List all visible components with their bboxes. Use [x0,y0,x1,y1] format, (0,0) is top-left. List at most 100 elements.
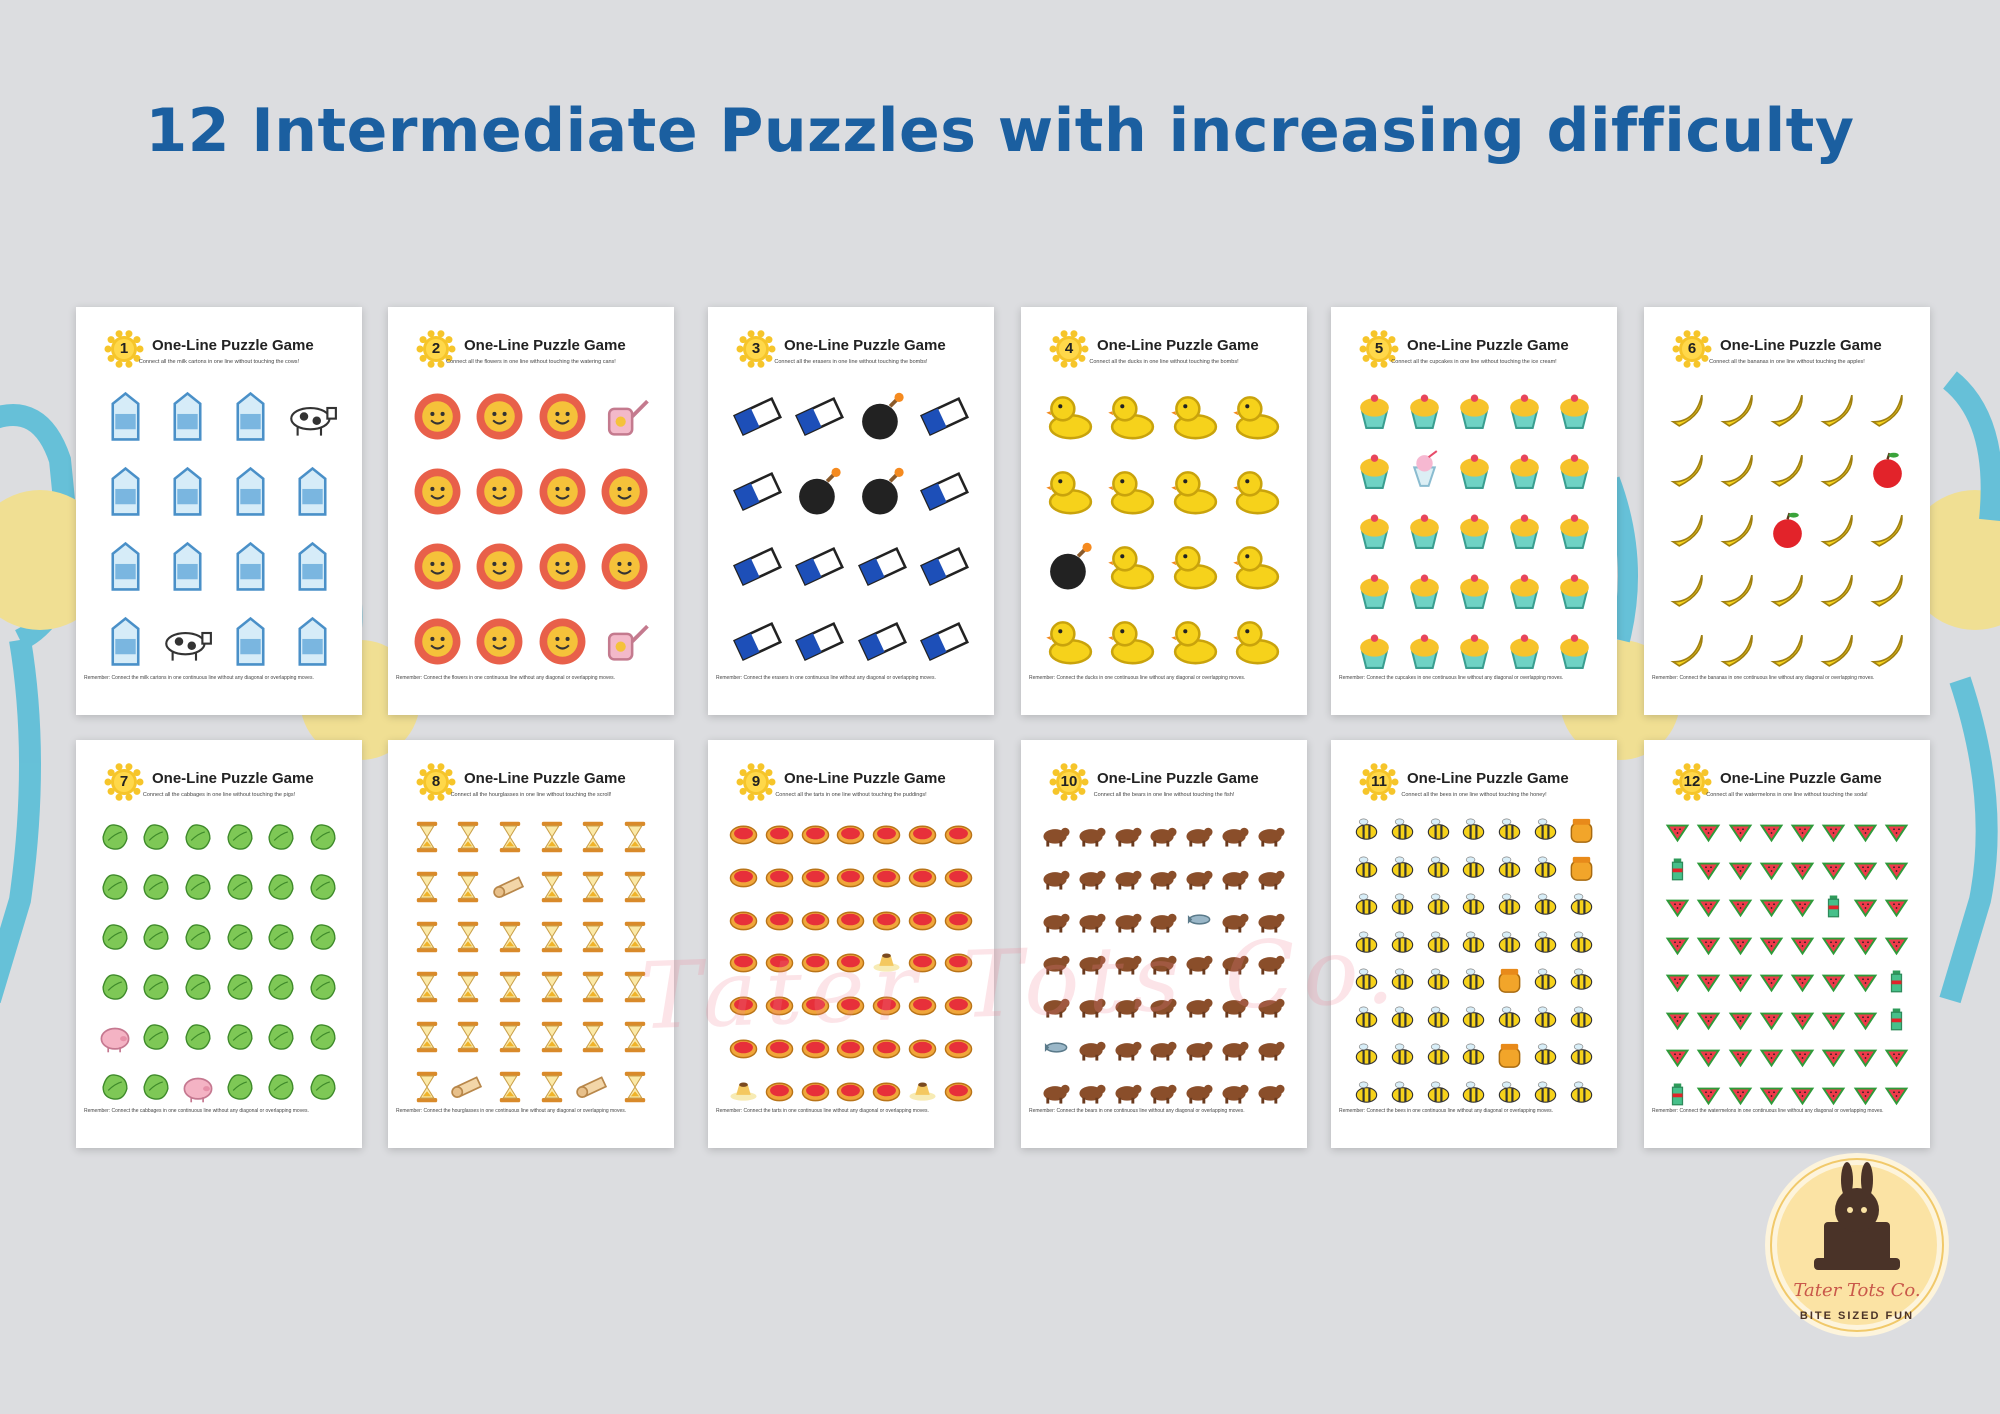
watermelon-icon [1850,925,1881,963]
puzzle-grid [1662,379,1912,679]
tart-icon [762,983,798,1026]
flower-icon [531,379,594,454]
cabbage-icon [219,962,261,1012]
puzzle-number: 6 [1687,340,1697,357]
puzzle-card: 7 One-Line Puzzle Game Connect all the cab… [76,740,362,1148]
cupcake-icon [1399,379,1449,439]
bee-icon [1385,1075,1421,1113]
cupcake-icon [1449,559,1499,619]
hourglass-icon [614,812,656,862]
cabbage-icon [177,862,219,912]
puzzle-number: 8 [431,773,441,790]
bee-icon [1492,1000,1528,1038]
watermelon-icon [1756,812,1787,850]
bee-icon [1492,887,1528,925]
bear-icon [1110,855,1146,898]
bee-icon [1492,812,1528,850]
bee-icon [1563,1037,1599,1075]
puzzle-instructions: Connect all the bears in one line withou… [1093,792,1235,798]
watermelon-icon [1881,850,1912,888]
bee-icon [1528,1000,1564,1038]
cabbage-icon [302,962,344,1012]
eraser-icon [914,379,977,454]
bomb-icon [851,379,914,454]
watermelon-icon [1662,812,1693,850]
cupcake-icon [1399,499,1449,559]
puzzle-number: 4 [1064,340,1074,357]
watermelon-icon [1756,1075,1787,1113]
soda-icon [1818,887,1849,925]
bee-icon [1528,962,1564,1000]
cupcake-icon [1349,559,1399,619]
flower-icon [469,604,532,679]
hourglass-icon [614,1012,656,1062]
tart-icon [940,812,976,855]
bee-icon [1456,812,1492,850]
flower-icon [406,454,469,529]
watermelon-icon [1756,887,1787,925]
puzzle-number: 1 [119,340,129,357]
bear-icon [1146,1026,1182,1069]
tart-icon [726,1026,762,1069]
bee-icon [1528,812,1564,850]
puzzle-title: One-Line Puzzle Game [1097,770,1259,787]
bee-icon [1349,850,1385,888]
cupcake-icon [1449,439,1499,499]
bee-icon [1420,925,1456,963]
bee-icon [1385,925,1421,963]
cabbage-icon [136,862,178,912]
watermelon-icon [1787,887,1818,925]
duck-icon [1039,379,1102,454]
bear-icon [1253,983,1289,1026]
puzzle-title: One-Line Puzzle Game [1407,770,1569,787]
milk-icon [219,529,282,604]
hourglass-icon [614,862,656,912]
banana-icon [1762,379,1812,439]
puzzle-reminder: Remember: Connect the cupcakes in one co… [1339,675,1564,681]
cupcake-icon [1349,619,1399,679]
puzzle-number-badge: 3 [736,329,776,369]
tart-icon [762,855,798,898]
tart-icon [797,898,833,941]
puzzle-instructions: Connect all the cabbages in one line wit… [142,792,296,798]
cupcake-icon [1449,379,1499,439]
bee-icon [1420,1037,1456,1075]
bear-icon [1075,812,1111,855]
bee-icon [1456,962,1492,1000]
bear-icon [1218,983,1254,1026]
puzzle-number: 2 [431,340,441,357]
hourglass-icon [573,812,615,862]
puzzle-card: 8 One-Line Puzzle Game Connect all the hou… [388,740,674,1148]
puzzle-grid [1349,379,1599,679]
watermelon-icon [1725,1075,1756,1113]
tart-icon [905,941,941,984]
bear-icon [1182,983,1218,1026]
watermelon-icon [1850,1000,1881,1038]
tart-icon [797,812,833,855]
cupcake-icon [1549,439,1599,499]
watermelon-icon [1787,850,1818,888]
watermelon-icon [1881,812,1912,850]
flower-icon [406,529,469,604]
flower-icon [531,604,594,679]
bee-icon [1563,925,1599,963]
apple-icon [1862,439,1912,499]
bee-icon [1528,1037,1564,1075]
puzzle-card: 6 One-Line Puzzle Game Connect all the ban… [1644,307,1930,715]
fish-icon [1039,1026,1075,1069]
puzzle-grid [1039,812,1289,1112]
bomb-icon [1039,529,1102,604]
wateringcan-icon [594,604,657,679]
bee-icon [1420,1000,1456,1038]
bear-icon [1146,1069,1182,1112]
flower-icon [406,604,469,679]
cupcake-icon [1549,379,1599,439]
puzzle-number-badge: 10 [1049,762,1089,802]
tart-icon [833,983,869,1026]
puzzle-reminder: Remember: Connect the bananas in one con… [1652,675,1875,681]
banana-icon [1862,559,1912,619]
cabbage-icon [136,1062,178,1112]
cabbage-icon [177,962,219,1012]
banana-icon [1662,379,1712,439]
eraser-icon [914,604,977,679]
